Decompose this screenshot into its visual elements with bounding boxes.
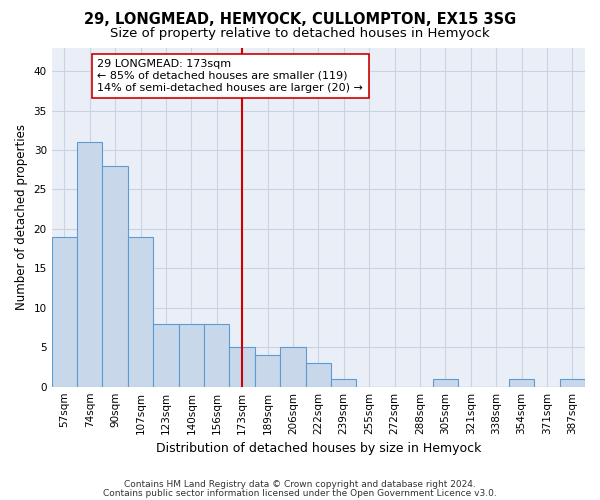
Bar	[128, 237, 153, 386]
Bar	[255, 355, 280, 386]
X-axis label: Distribution of detached houses by size in Hemyock: Distribution of detached houses by size …	[155, 442, 481, 455]
Bar	[229, 347, 255, 387]
Bar	[560, 379, 585, 386]
Bar	[179, 324, 204, 386]
Text: Size of property relative to detached houses in Hemyock: Size of property relative to detached ho…	[110, 28, 490, 40]
Bar	[77, 142, 103, 386]
Text: 29 LONGMEAD: 173sqm
← 85% of detached houses are smaller (119)
14% of semi-detac: 29 LONGMEAD: 173sqm ← 85% of detached ho…	[97, 60, 363, 92]
Bar	[103, 166, 128, 386]
Bar	[280, 347, 305, 387]
Bar	[331, 379, 356, 386]
Y-axis label: Number of detached properties: Number of detached properties	[15, 124, 28, 310]
Text: 29, LONGMEAD, HEMYOCK, CULLOMPTON, EX15 3SG: 29, LONGMEAD, HEMYOCK, CULLOMPTON, EX15 …	[84, 12, 516, 28]
Bar	[305, 363, 331, 386]
Text: Contains public sector information licensed under the Open Government Licence v3: Contains public sector information licen…	[103, 488, 497, 498]
Bar	[433, 379, 458, 386]
Bar	[52, 237, 77, 386]
Bar	[153, 324, 179, 386]
Text: Contains HM Land Registry data © Crown copyright and database right 2024.: Contains HM Land Registry data © Crown c…	[124, 480, 476, 489]
Bar	[509, 379, 534, 386]
Bar	[204, 324, 229, 386]
